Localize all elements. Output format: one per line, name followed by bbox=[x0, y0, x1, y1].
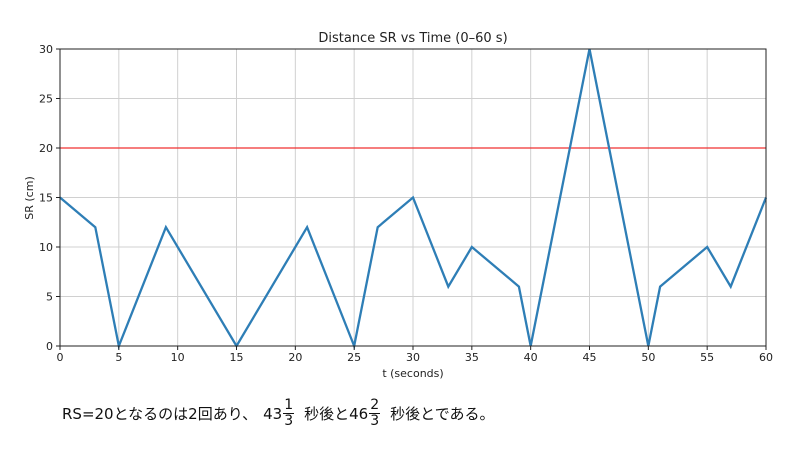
x-tick-label: 50 bbox=[641, 351, 655, 364]
y-ticks: 0 5 10 15 20 25 30 bbox=[39, 43, 60, 353]
x-tick-label: 35 bbox=[465, 351, 479, 364]
x-tick-label: 55 bbox=[700, 351, 714, 364]
y-tick-label: 25 bbox=[39, 93, 53, 106]
first-time-fraction: 1 3 bbox=[283, 397, 295, 429]
y-tick-label: 5 bbox=[46, 291, 53, 304]
x-tick-label: 40 bbox=[524, 351, 538, 364]
y-tick-label: 15 bbox=[39, 192, 53, 205]
x-tick-label: 20 bbox=[288, 351, 302, 364]
caption-suffix: 秒後とである。 bbox=[390, 405, 495, 423]
x-tick-label: 5 bbox=[115, 351, 122, 364]
second-time-fraction: 2 3 bbox=[369, 397, 381, 429]
line-chart: 0 5 10 15 20 25 30 35 40 45 50 55 60 0 5 10 15 20 25 30 Di… bbox=[23, 31, 773, 380]
x-tick-label: 60 bbox=[759, 351, 773, 364]
y-tick-label: 0 bbox=[46, 340, 53, 353]
caption-middle: 秒後と bbox=[304, 405, 350, 423]
answer-caption: RS=20となるのは2回あり、 43 1 3 秒後と 46 2 3 秒後とである… bbox=[62, 398, 495, 429]
x-ticks: 0 5 10 15 20 25 30 35 40 45 50 55 60 bbox=[57, 346, 773, 364]
first-fraction-denominator: 3 bbox=[284, 413, 294, 429]
second-fraction-denominator: 3 bbox=[370, 413, 380, 429]
x-axis-label: t (seconds) bbox=[382, 367, 443, 380]
x-tick-label: 0 bbox=[57, 351, 64, 364]
y-tick-label: 20 bbox=[39, 142, 53, 155]
first-fraction-numerator: 1 bbox=[283, 397, 295, 414]
x-tick-label: 45 bbox=[583, 351, 597, 364]
y-axis-label: SR (cm) bbox=[23, 176, 36, 219]
y-tick-label: 30 bbox=[39, 43, 53, 56]
x-tick-label: 10 bbox=[171, 351, 185, 364]
chart-title: Distance SR vs Time (0–60 s) bbox=[318, 31, 507, 46]
x-tick-label: 15 bbox=[230, 351, 244, 364]
second-time-whole: 46 bbox=[349, 404, 369, 423]
y-tick-label: 10 bbox=[39, 241, 53, 254]
second-fraction-numerator: 2 bbox=[369, 397, 381, 414]
x-tick-label: 30 bbox=[406, 351, 420, 364]
caption-prefix: RS=20となるのは2回あり、 bbox=[62, 405, 258, 423]
first-time-whole: 43 bbox=[263, 404, 283, 423]
x-tick-label: 25 bbox=[347, 351, 361, 364]
